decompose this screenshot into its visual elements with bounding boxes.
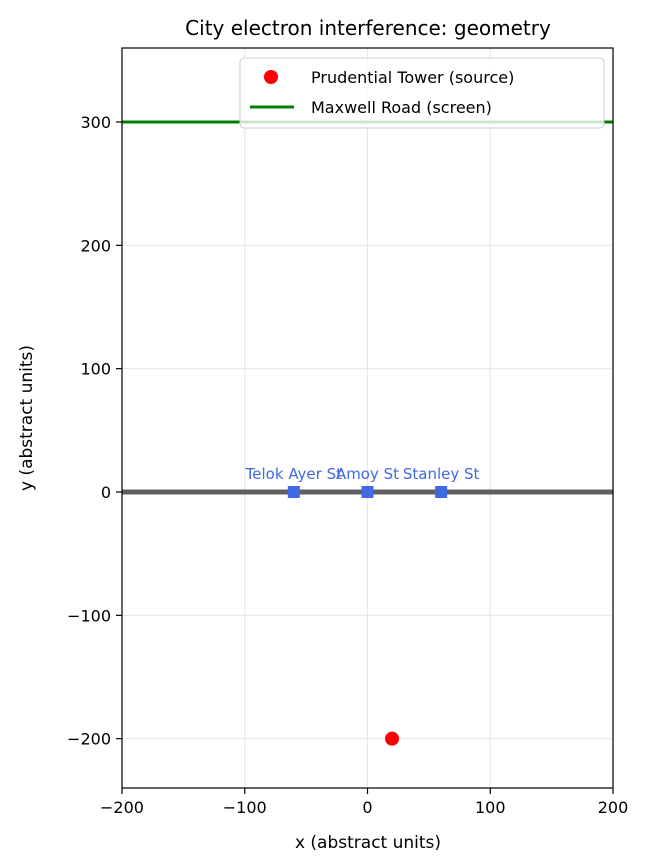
y-tick-label: 100 <box>80 360 111 379</box>
axis-ticks: −200 −100 0 100 200 −200 −100 0 100 200 300 <box>67 113 628 817</box>
chart-title: City electron interference: geometry <box>185 16 551 40</box>
gap-label: Stanley St <box>403 465 480 483</box>
gap-marker <box>435 486 448 498</box>
x-axis-label: x (abstract units) <box>295 833 441 853</box>
x-tick-label: 0 <box>362 798 372 817</box>
legend-screen-label: Maxwell Road (screen) <box>311 98 492 117</box>
y-tick-label: −200 <box>67 730 111 749</box>
y-tick-label: 200 <box>80 236 111 255</box>
legend-source-marker <box>264 70 278 84</box>
x-tick-label: −100 <box>223 798 267 817</box>
y-tick-label: 0 <box>101 483 111 502</box>
gap-label: Telok Ayer St <box>245 465 342 483</box>
gap-marker <box>287 486 300 498</box>
legend: Prudential Tower (source) Maxwell Road (… <box>239 57 605 129</box>
x-tick-label: −200 <box>100 798 144 817</box>
source-point <box>385 731 400 746</box>
y-tick-label: −100 <box>67 606 111 625</box>
legend-source-label: Prudential Tower (source) <box>311 68 514 87</box>
gap-label: Amoy St <box>336 465 399 483</box>
y-axis-label: y (abstract units) <box>17 345 37 491</box>
y-tick-label: 300 <box>80 113 111 132</box>
legend-box <box>239 57 605 129</box>
x-tick-label: 100 <box>475 798 506 817</box>
x-tick-label: 200 <box>598 798 629 817</box>
gap-marker <box>361 486 374 498</box>
